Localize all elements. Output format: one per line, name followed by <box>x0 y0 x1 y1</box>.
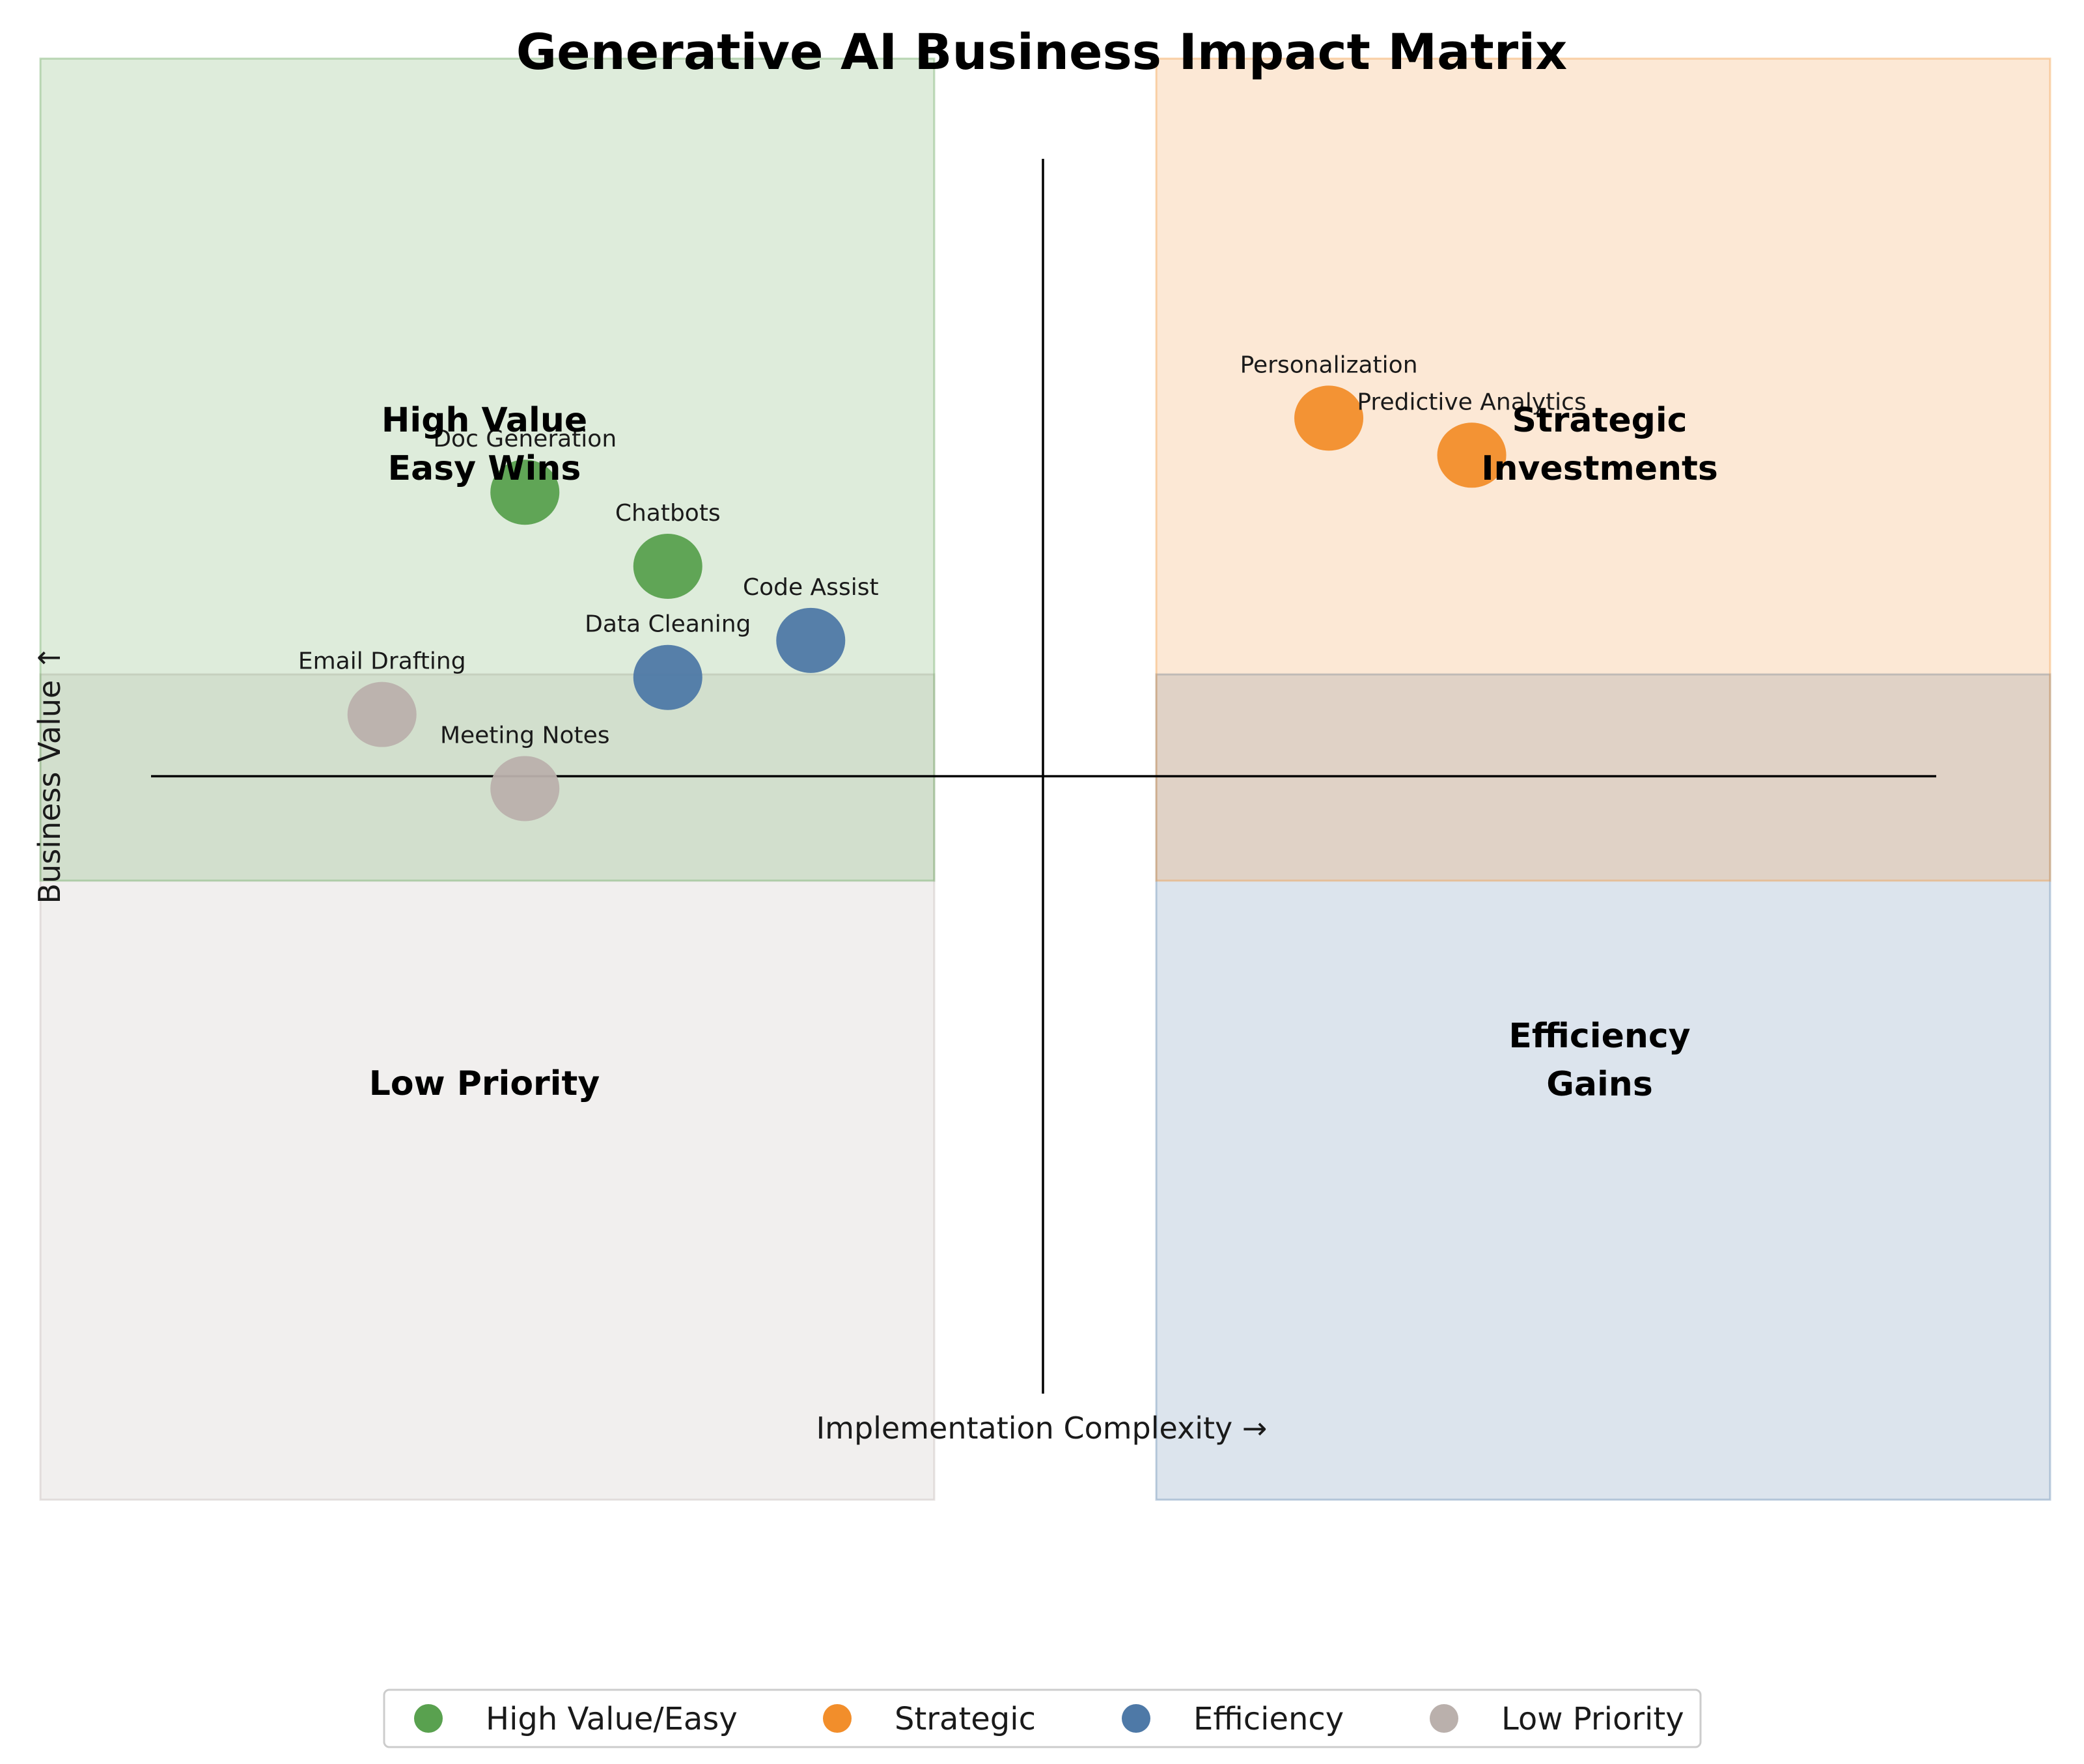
quadrant-low <box>39 673 936 1501</box>
quadrant-efficiency <box>1155 673 2051 1501</box>
quadrant-label-line: High Value <box>382 401 587 440</box>
quadrant-label-line: Low Priority <box>369 1064 600 1103</box>
legend-marker <box>823 1704 852 1733</box>
data-point <box>490 756 560 821</box>
legend-marker <box>1430 1704 1458 1733</box>
point-label: Data Cleaning <box>585 611 751 638</box>
y-axis-label: Business Value ↑ <box>32 646 67 904</box>
quadrant-label-strategic: Strategic Investments <box>1481 401 1718 488</box>
quadrant-labels: High Value Easy Wins Strategic Investments L… <box>369 401 1718 1104</box>
legend-label: Strategic <box>895 1701 1036 1737</box>
data-point <box>633 534 702 599</box>
legend-frame <box>383 1688 1702 1748</box>
quadrant-high <box>39 57 936 882</box>
data-point <box>633 644 702 710</box>
point-label: Chatbots <box>615 500 721 527</box>
chart-title: Generative AI Business Impact Matrix <box>516 23 1568 81</box>
data-point <box>347 682 417 747</box>
legend-label: Efficiency <box>1193 1701 1344 1737</box>
quadrant-label-high: High Value Easy Wins <box>382 401 587 488</box>
quadrant-strategic <box>1155 57 2051 882</box>
legend-label: High Value/Easy <box>486 1701 738 1737</box>
legend-marker <box>1122 1704 1150 1733</box>
quadrant-label-line: Strategic <box>1512 401 1687 440</box>
point-label: Email Drafting <box>298 648 466 675</box>
data-point <box>490 460 560 525</box>
data-point <box>1437 422 1507 488</box>
quadrant-label-line: Gains <box>1546 1065 1653 1104</box>
data-points: Doc Generation Chatbots Personalization Pre… <box>298 351 1587 821</box>
quadrant-label-low: Low Priority <box>369 1064 600 1103</box>
point-label: Code Assist <box>743 574 879 601</box>
legend-marker <box>414 1704 443 1733</box>
legend-label: Low Priority <box>1501 1701 1684 1737</box>
quadrant-label-line: Efficiency <box>1508 1017 1690 1056</box>
legend: High Value/Easy Strategic Efficiency Low Pr… <box>383 1688 1702 1748</box>
point-label: Personalization <box>1240 351 1418 378</box>
quadrant-label-line: Investments <box>1481 449 1718 488</box>
point-label: Predictive Analytics <box>1357 389 1586 415</box>
data-point <box>1294 385 1364 451</box>
data-point <box>776 607 846 673</box>
center-axes <box>151 159 1936 1394</box>
quadrant-label-efficiency: Efficiency Gains <box>1508 1017 1690 1104</box>
point-label: Doc Generation <box>433 426 617 452</box>
x-axis-label: Implementation Complexity → <box>816 1411 1268 1446</box>
quadrant-label-line: Easy Wins <box>388 449 581 488</box>
quadrant-backgrounds <box>39 57 2051 1501</box>
point-label: Meeting Notes <box>440 722 610 749</box>
